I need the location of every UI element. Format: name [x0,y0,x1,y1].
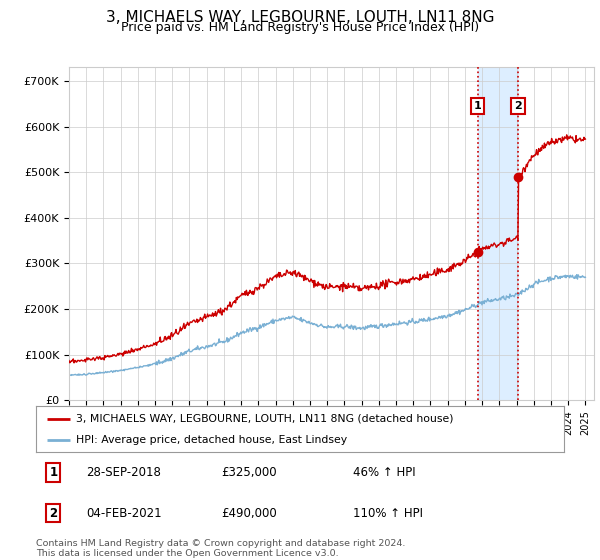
Text: 1: 1 [474,101,482,111]
Text: 3, MICHAELS WAY, LEGBOURNE, LOUTH, LN11 8NG: 3, MICHAELS WAY, LEGBOURNE, LOUTH, LN11 … [106,10,494,25]
Text: £325,000: £325,000 [221,466,277,479]
Text: 28-SEP-2018: 28-SEP-2018 [86,466,161,479]
Text: 04-FEB-2021: 04-FEB-2021 [86,507,162,520]
Text: 46% ↑ HPI: 46% ↑ HPI [353,466,415,479]
Text: HPI: Average price, detached house, East Lindsey: HPI: Average price, detached house, East… [76,436,347,445]
Text: Price paid vs. HM Land Registry's House Price Index (HPI): Price paid vs. HM Land Registry's House … [121,21,479,34]
Text: 2: 2 [514,101,522,111]
Bar [478,67,518,400]
Text: £490,000: £490,000 [221,507,277,520]
Text: 110% ↑ HPI: 110% ↑ HPI [353,507,423,520]
Text: 1: 1 [49,466,58,479]
Text: 2: 2 [49,507,58,520]
Text: Contains HM Land Registry data © Crown copyright and database right 2024.
This d: Contains HM Land Registry data © Crown c… [36,539,406,558]
Text: 3, MICHAELS WAY, LEGBOURNE, LOUTH, LN11 8NG (detached house): 3, MICHAELS WAY, LEGBOURNE, LOUTH, LN11 … [76,414,453,424]
